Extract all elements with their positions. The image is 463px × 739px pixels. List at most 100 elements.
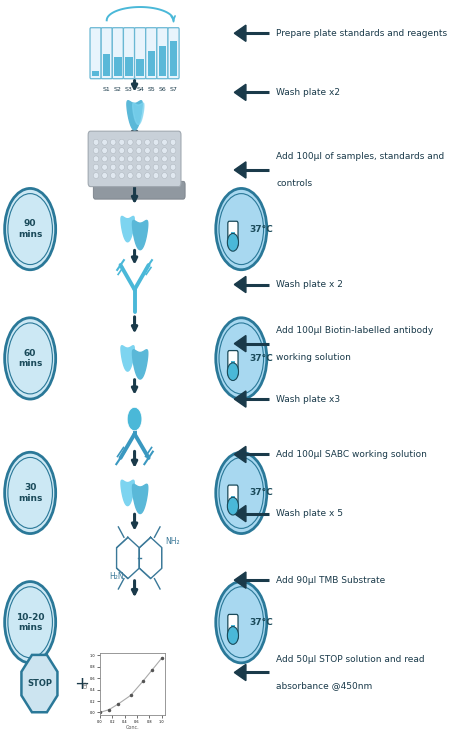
Ellipse shape bbox=[136, 156, 141, 162]
Text: controls: controls bbox=[275, 179, 312, 188]
Ellipse shape bbox=[119, 148, 124, 154]
Ellipse shape bbox=[110, 156, 116, 162]
FancyBboxPatch shape bbox=[147, 51, 155, 75]
Ellipse shape bbox=[153, 139, 158, 145]
Ellipse shape bbox=[127, 156, 133, 162]
Text: Add 100µl Biotin-labelled antibody: Add 100µl Biotin-labelled antibody bbox=[275, 326, 432, 335]
Text: Wash plate x3: Wash plate x3 bbox=[275, 395, 339, 403]
Polygon shape bbox=[121, 346, 134, 371]
Ellipse shape bbox=[119, 164, 124, 170]
Text: Add 50µl STOP solution and read: Add 50µl STOP solution and read bbox=[275, 655, 424, 664]
Polygon shape bbox=[127, 101, 142, 130]
Text: 37°C: 37°C bbox=[249, 354, 273, 363]
Text: working solution: working solution bbox=[275, 353, 350, 361]
Circle shape bbox=[215, 318, 266, 399]
Ellipse shape bbox=[93, 164, 99, 170]
Text: Wash plate x 2: Wash plate x 2 bbox=[275, 280, 342, 289]
Circle shape bbox=[5, 452, 56, 534]
Ellipse shape bbox=[101, 172, 107, 178]
Ellipse shape bbox=[153, 148, 158, 154]
Ellipse shape bbox=[144, 164, 150, 170]
FancyBboxPatch shape bbox=[114, 56, 121, 75]
Circle shape bbox=[5, 582, 56, 663]
Ellipse shape bbox=[127, 139, 133, 145]
Ellipse shape bbox=[127, 148, 133, 154]
Text: Add 100µl SABC working solution: Add 100µl SABC working solution bbox=[275, 450, 426, 459]
FancyBboxPatch shape bbox=[169, 41, 177, 75]
Ellipse shape bbox=[110, 148, 116, 154]
Text: S7: S7 bbox=[169, 86, 177, 92]
FancyBboxPatch shape bbox=[92, 71, 99, 75]
FancyBboxPatch shape bbox=[227, 485, 238, 511]
Ellipse shape bbox=[127, 172, 133, 178]
Ellipse shape bbox=[144, 172, 150, 178]
Ellipse shape bbox=[170, 164, 175, 170]
Ellipse shape bbox=[136, 172, 141, 178]
Circle shape bbox=[227, 497, 238, 515]
Text: Add 100µl of samples, standards and: Add 100µl of samples, standards and bbox=[275, 152, 444, 161]
Text: 90
mins: 90 mins bbox=[18, 219, 42, 239]
FancyBboxPatch shape bbox=[156, 27, 168, 78]
Ellipse shape bbox=[101, 164, 107, 170]
FancyBboxPatch shape bbox=[103, 54, 110, 75]
Polygon shape bbox=[132, 350, 147, 379]
FancyBboxPatch shape bbox=[227, 350, 238, 376]
Circle shape bbox=[227, 627, 238, 644]
Polygon shape bbox=[234, 505, 245, 522]
Polygon shape bbox=[234, 25, 245, 41]
Ellipse shape bbox=[144, 148, 150, 154]
FancyBboxPatch shape bbox=[101, 27, 112, 78]
Ellipse shape bbox=[153, 164, 158, 170]
Ellipse shape bbox=[119, 139, 124, 145]
Polygon shape bbox=[234, 391, 245, 407]
Polygon shape bbox=[132, 220, 147, 250]
Ellipse shape bbox=[110, 172, 116, 178]
Ellipse shape bbox=[153, 156, 158, 162]
Polygon shape bbox=[234, 664, 245, 681]
Text: 60
mins: 60 mins bbox=[18, 349, 42, 368]
Ellipse shape bbox=[119, 172, 124, 178]
Text: absorbance @450nm: absorbance @450nm bbox=[275, 681, 371, 690]
Circle shape bbox=[227, 234, 238, 251]
FancyBboxPatch shape bbox=[230, 361, 235, 373]
Polygon shape bbox=[21, 655, 57, 712]
Text: S5: S5 bbox=[147, 86, 155, 92]
Ellipse shape bbox=[136, 139, 141, 145]
Circle shape bbox=[127, 407, 142, 431]
Text: STOP: STOP bbox=[27, 679, 52, 688]
FancyBboxPatch shape bbox=[168, 27, 179, 78]
Ellipse shape bbox=[170, 139, 175, 145]
Ellipse shape bbox=[170, 172, 175, 178]
Circle shape bbox=[215, 188, 266, 270]
FancyBboxPatch shape bbox=[134, 27, 145, 78]
Text: S2: S2 bbox=[114, 86, 121, 92]
Text: S1: S1 bbox=[103, 86, 110, 92]
Ellipse shape bbox=[110, 164, 116, 170]
Ellipse shape bbox=[110, 139, 116, 145]
Polygon shape bbox=[234, 336, 245, 352]
Text: H₂N: H₂N bbox=[109, 572, 124, 581]
Ellipse shape bbox=[144, 139, 150, 145]
Text: Wash plate x 5: Wash plate x 5 bbox=[275, 509, 342, 518]
FancyBboxPatch shape bbox=[158, 46, 166, 75]
Ellipse shape bbox=[119, 156, 124, 162]
Ellipse shape bbox=[101, 148, 107, 154]
Text: +: + bbox=[74, 675, 88, 692]
Ellipse shape bbox=[162, 156, 167, 162]
Ellipse shape bbox=[170, 148, 175, 154]
Circle shape bbox=[215, 582, 266, 663]
Ellipse shape bbox=[93, 156, 99, 162]
Ellipse shape bbox=[127, 164, 133, 170]
Text: 37°C: 37°C bbox=[249, 488, 273, 497]
Ellipse shape bbox=[144, 156, 150, 162]
Text: 30
mins: 30 mins bbox=[18, 483, 42, 503]
Ellipse shape bbox=[93, 172, 99, 178]
FancyBboxPatch shape bbox=[123, 27, 134, 78]
Circle shape bbox=[227, 363, 238, 381]
Polygon shape bbox=[234, 446, 245, 463]
Text: 37°C: 37°C bbox=[249, 618, 273, 627]
Ellipse shape bbox=[162, 172, 167, 178]
Ellipse shape bbox=[136, 164, 141, 170]
Text: Add 90µl TMB Substrate: Add 90µl TMB Substrate bbox=[275, 576, 384, 585]
Text: S3: S3 bbox=[125, 86, 132, 92]
